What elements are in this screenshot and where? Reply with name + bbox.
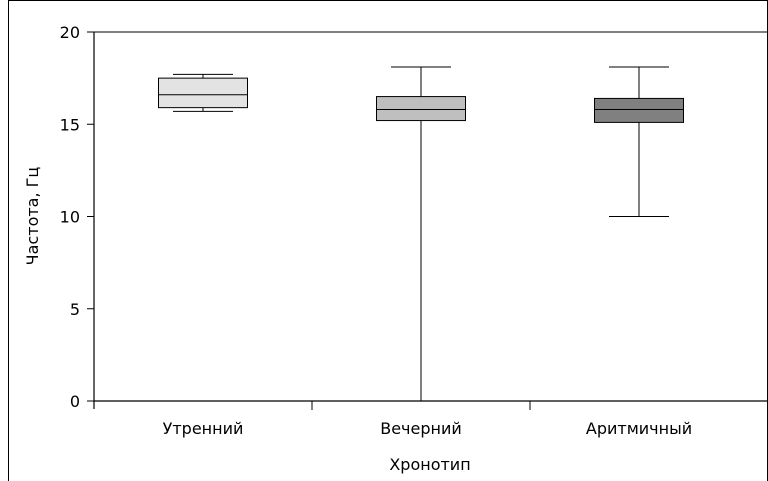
plot-frame <box>8 0 768 481</box>
y-tick-label: 20 <box>60 23 80 42</box>
box-group <box>594 66 684 217</box>
box-iqr <box>158 77 248 109</box>
y-tick-label: 5 <box>70 300 80 319</box>
box-iqr <box>594 97 684 123</box>
x-tick-label: Утренний <box>163 419 244 438</box>
x-axis: Утренний Вечерний Аритмичный <box>94 400 768 438</box>
box-iqr <box>376 96 466 122</box>
box-series <box>158 66 684 401</box>
x-tick-label: Вечерний <box>380 419 462 438</box>
box-group <box>376 66 466 401</box>
y-axis: 0 5 10 15 20 <box>60 23 95 411</box>
box-group <box>158 73 248 112</box>
x-tick-label: Аритмичный <box>586 419 692 438</box>
y-tick-label: 10 <box>60 208 80 227</box>
y-tick-label: 15 <box>60 115 80 134</box>
y-axis-title: Частота, Гц <box>23 167 42 266</box>
x-axis-title: Хронотип <box>389 455 470 474</box>
y-tick-label: 0 <box>70 392 80 411</box>
